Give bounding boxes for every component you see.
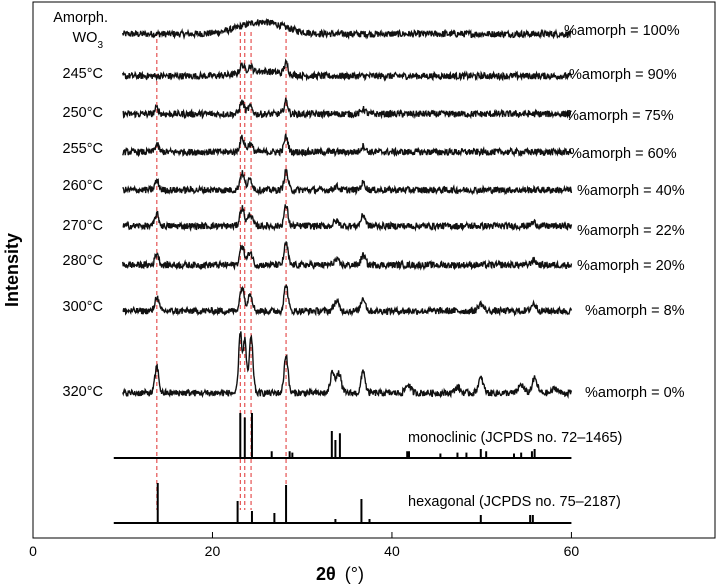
series-label: 300°C [63,299,103,315]
amorph-percent-label: %amorph = 8% [585,303,685,319]
amorph-percent-label: %amorph = 22% [577,223,685,239]
x-tick-label: 40 [384,543,400,559]
series-label: 280°C [63,253,103,269]
xrd-trace [122,168,573,197]
xrd-trace [122,133,573,158]
xrd-trace [122,97,572,120]
x-axis-title: 2θ (°) [316,564,364,584]
series-label: 255°C [63,141,103,157]
x-tick-label: 0 [29,543,37,559]
xrd-trace [122,240,573,271]
series-label: 260°C [63,178,103,194]
xrd-trace [122,17,573,40]
y-axis-title: Intensity [2,233,22,307]
series-labels: Amorph. WO3 %amorph = 100% 245°C %amorph = 9… [53,10,685,401]
reference-patterns: monoclinic (JCPDS no. 72–1465) hexagonal … [113,413,622,524]
series-label-subscript: 3 [97,40,103,51]
x-axis: 0 20 40 60 [29,532,579,559]
amorph-percent-label: %amorph = 0% [585,385,685,401]
xrd-trace [122,331,573,399]
series-label: Amorph. [53,10,108,26]
xrd-traces [122,17,573,399]
series-label-base: WO [72,30,97,46]
reference-label: monoclinic (JCPDS no. 72–1465) [408,430,622,446]
plot-frame [32,1,716,539]
amorph-percent-label: %amorph = 100% [564,23,680,39]
amorph-percent-label: %amorph = 75% [566,108,674,124]
amorph-percent-label: %amorph = 20% [577,258,685,274]
xrd-trace [122,284,573,317]
reference-label: hexagonal (JCPDS no. 75–2187) [408,494,621,510]
amorph-percent-label: %amorph = 90% [569,67,677,83]
amorph-percent-label: %amorph = 40% [577,183,685,199]
series-label: 320°C [63,384,103,400]
x-axis-title-unit: (°) [345,564,364,584]
xrd-trace [122,204,573,232]
x-tick-label: 60 [564,543,580,559]
series-label: 250°C [63,105,103,121]
x-tick-label: 20 [205,543,221,559]
x-axis-title-main: 2θ [316,564,336,584]
amorph-percent-label: %amorph = 60% [569,146,677,162]
series-label: 245°C [63,66,103,82]
xrd-trace [122,58,573,82]
series-label: 270°C [63,218,103,234]
reference-guides [156,32,287,510]
series-label: WO3 [72,30,103,51]
